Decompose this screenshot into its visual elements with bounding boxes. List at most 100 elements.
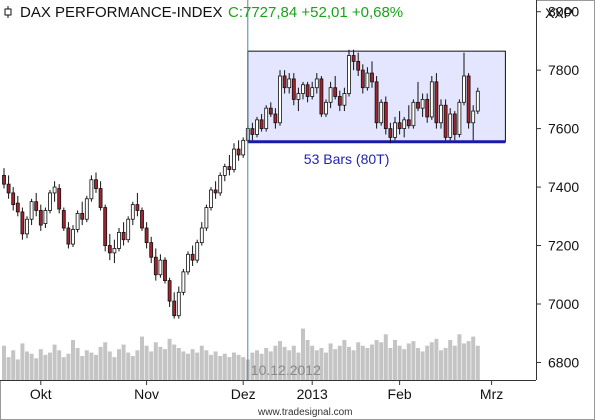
- candle: [227, 154, 232, 176]
- candle: [190, 245, 195, 266]
- candle: [388, 122, 393, 144]
- candle: [20, 207, 25, 240]
- candle: [89, 175, 94, 202]
- candle: [6, 175, 11, 199]
- candle: [181, 268, 186, 296]
- candle-body: [29, 201, 34, 220]
- candle-body: [94, 179, 98, 189]
- candle: [259, 114, 264, 132]
- volume-bar: [365, 348, 370, 380]
- candle: [232, 143, 236, 173]
- volume-bar: [34, 358, 39, 380]
- candle: [360, 64, 365, 94]
- candle: [107, 233, 112, 261]
- volume-bar: [75, 348, 80, 380]
- candle-body: [112, 248, 117, 254]
- candle: [397, 111, 402, 135]
- volume-bar: [153, 342, 158, 380]
- volume-bar: [374, 340, 379, 380]
- x-tick-label: 2013: [297, 386, 328, 402]
- x-tick-label: Okt: [30, 386, 52, 402]
- volume-bar: [475, 345, 480, 380]
- candle-body: [80, 212, 85, 220]
- volume-bar: [186, 353, 190, 380]
- candle-body: [204, 207, 209, 229]
- candle: [310, 81, 315, 100]
- candle: [402, 116, 407, 138]
- candle: [347, 49, 351, 97]
- x-axis: Okt Nov Dez 2013 Feb Mrz: [30, 380, 503, 402]
- candle: [163, 257, 167, 284]
- candle: [443, 99, 448, 141]
- volume-bar: [471, 336, 476, 380]
- candle-body: [255, 119, 259, 135]
- candle: [11, 187, 16, 211]
- volume-bar: [213, 351, 218, 380]
- candle-body: [457, 101, 462, 135]
- volume-bar: [259, 353, 264, 380]
- volume-bar: [291, 345, 296, 380]
- volume-bar: [388, 348, 393, 380]
- volume-bar: [452, 345, 457, 380]
- symbol-label: XXP: [545, 5, 574, 21]
- volume-bar: [296, 352, 301, 380]
- volume-bar: [140, 336, 144, 380]
- candle: [75, 210, 80, 233]
- candle: [462, 52, 466, 106]
- candle: [466, 73, 471, 129]
- volume-bar: [356, 342, 361, 380]
- candle-body: [259, 119, 264, 130]
- volume-bar: [448, 340, 453, 380]
- volume-bar: [282, 346, 287, 380]
- candle: [452, 111, 457, 141]
- candle-body: [144, 227, 149, 244]
- candle-body: [328, 87, 333, 103]
- candle-body: [158, 259, 163, 276]
- candle: [71, 225, 75, 247]
- candle-body: [310, 87, 315, 97]
- volume-bar: [222, 353, 227, 380]
- candle-body: [167, 280, 172, 302]
- volume-bar: [402, 349, 407, 380]
- volume-bar: [406, 343, 411, 380]
- volume-bar: [43, 354, 48, 380]
- volume-bar: [98, 346, 103, 380]
- volume-bar: [250, 352, 255, 380]
- candle-body: [250, 128, 255, 135]
- volume-bar: [195, 352, 200, 380]
- candle-body: [135, 204, 140, 211]
- volume-bar: [29, 353, 34, 380]
- candle: [319, 76, 324, 117]
- candle-body: [20, 211, 25, 235]
- range-annotation: 53 Bars (80T): [304, 151, 390, 167]
- candle: [195, 239, 200, 264]
- candle: [144, 222, 149, 249]
- candle: [135, 192, 140, 217]
- volume-bar: [121, 344, 126, 380]
- candle: [158, 254, 163, 278]
- y-tick-label: 7800: [548, 62, 579, 78]
- candle-body: [103, 207, 108, 246]
- candle: [305, 81, 310, 103]
- volume-bar: [314, 350, 319, 380]
- candle: [25, 216, 29, 239]
- volume-bar: [176, 348, 181, 380]
- candle: [121, 222, 126, 246]
- candle: [296, 87, 301, 112]
- watermark: www.tradesignal.com: [258, 407, 353, 418]
- candle: [314, 73, 319, 94]
- volume-bar: [351, 350, 356, 380]
- candle-body: [416, 101, 420, 109]
- candle-body: [397, 122, 402, 130]
- candle: [236, 140, 241, 161]
- candle: [149, 236, 154, 264]
- volume-bar: [232, 352, 236, 380]
- y-tick-label: 7000: [548, 296, 579, 312]
- candlestick-icon: [4, 6, 12, 18]
- candle-body: [48, 192, 52, 211]
- x-tick-label: Dez: [231, 386, 256, 402]
- candle-body: [52, 186, 57, 194]
- candle: [176, 286, 181, 319]
- candle: [425, 93, 430, 123]
